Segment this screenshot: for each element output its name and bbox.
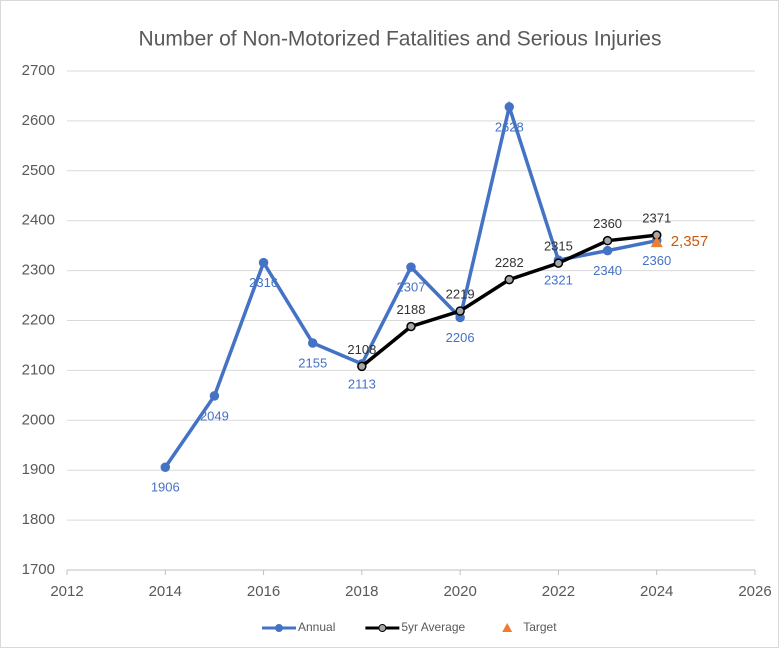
marker (307, 338, 318, 348)
y-tick-label: 2500 (22, 162, 55, 179)
marker (602, 245, 613, 256)
y-tick-label: 2200 (22, 311, 55, 328)
data-label: 2321 (544, 273, 573, 288)
x-tick-label: 2022 (542, 583, 575, 600)
y-tick-label: 2600 (22, 112, 55, 129)
data-label: 1906 (151, 480, 180, 495)
marker (258, 257, 269, 268)
chart-title: Number of Non-Motorized Fatalities and S… (139, 28, 662, 51)
data-label: 2315 (544, 239, 573, 254)
y-tick-label: 2400 (22, 212, 55, 229)
y-tick-label: 2000 (22, 411, 55, 428)
data-label: 2371 (642, 211, 671, 226)
x-tick-label: 2020 (443, 583, 476, 600)
data-label: 2113 (348, 376, 376, 391)
y-tick-label: 1800 (22, 511, 55, 528)
legend-marker (378, 624, 387, 632)
marker (553, 258, 564, 268)
x-tick-label: 2016 (247, 583, 280, 600)
legend-marker (502, 623, 513, 632)
data-label: 2049 (200, 408, 229, 423)
marker (504, 274, 515, 285)
data-label: 2206 (446, 330, 475, 345)
marker (160, 462, 171, 472)
data-label: 2340 (593, 263, 622, 278)
data-label: 2360 (642, 253, 671, 268)
data-label: 2108 (347, 342, 376, 357)
legend-label: Annual (298, 620, 335, 634)
marker (406, 321, 416, 332)
data-label: 2282 (495, 255, 524, 270)
data-label: 2360 (593, 216, 622, 231)
data-label: 2188 (397, 302, 426, 317)
data-label: 2307 (397, 280, 426, 295)
y-tick-label: 2700 (22, 62, 55, 79)
y-tick-label: 2300 (22, 262, 55, 279)
legend-label: Target (523, 620, 557, 634)
x-tick-label: 2024 (640, 583, 673, 600)
x-tick-label: 2014 (149, 583, 182, 600)
legend-marker (275, 624, 283, 632)
x-tick-label: 2012 (50, 583, 83, 600)
data-label: 2219 (446, 286, 475, 301)
legend-label: 5yr Average (401, 620, 465, 634)
data-label: 2155 (298, 355, 327, 370)
y-tick-label: 1700 (22, 561, 55, 578)
data-label: 2628 (495, 119, 524, 134)
marker (406, 262, 416, 272)
marker (209, 391, 220, 401)
marker (602, 235, 613, 246)
data-label: 2316 (249, 275, 278, 290)
x-tick-label: 2018 (345, 583, 378, 600)
x-tick-label: 2026 (738, 583, 771, 600)
y-tick-label: 1900 (22, 461, 55, 478)
data-label: 2,357 (671, 233, 709, 250)
marker (455, 306, 465, 316)
marker (650, 236, 663, 248)
marker (504, 102, 515, 112)
marker (357, 361, 367, 372)
y-tick-label: 2100 (22, 361, 55, 378)
